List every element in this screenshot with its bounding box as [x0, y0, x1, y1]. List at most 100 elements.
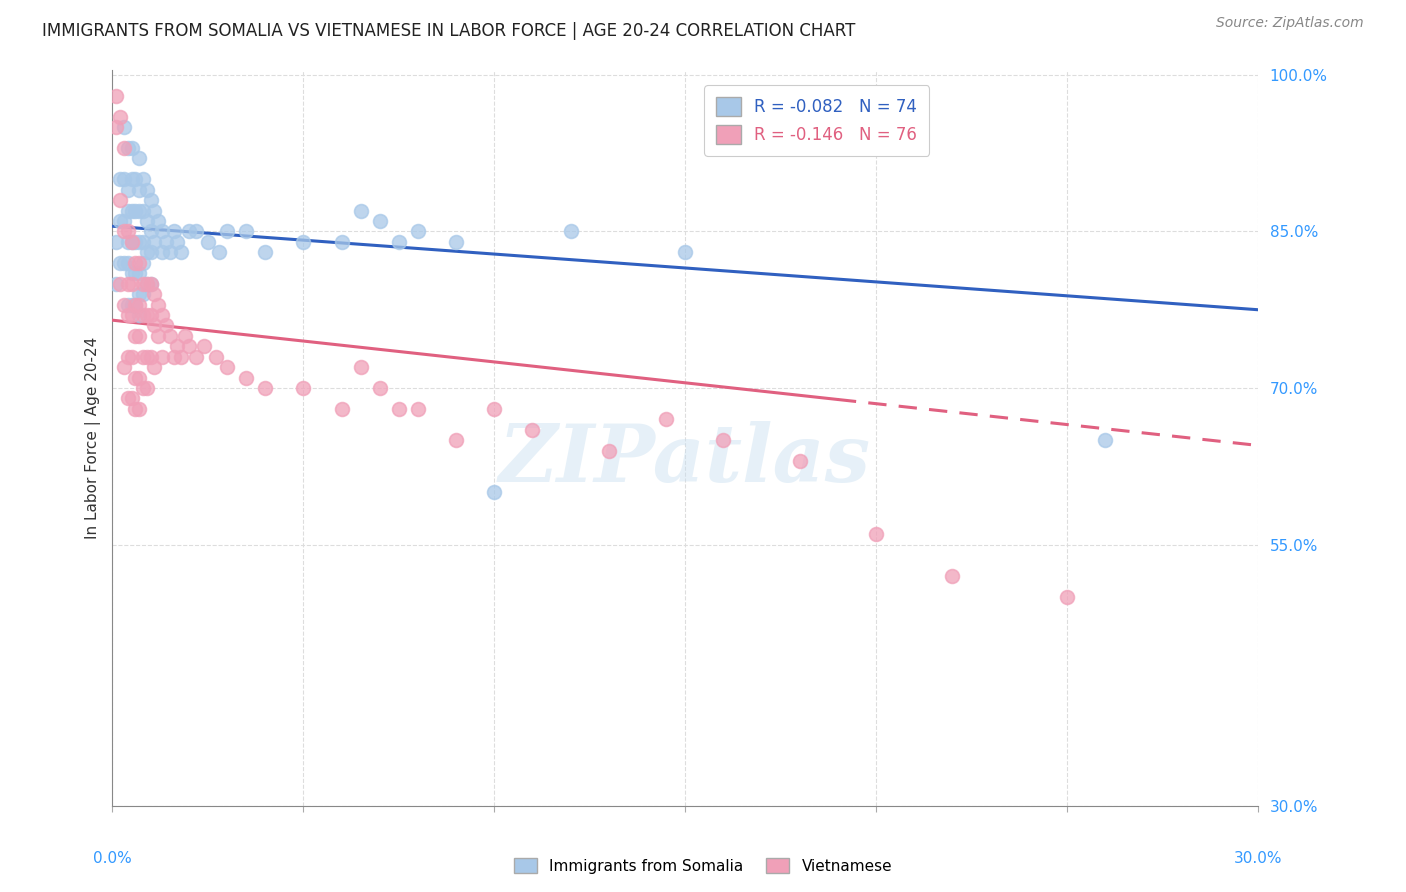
Point: [208, 245, 231, 260]
Point: [128, 370, 150, 384]
Point: [254, 245, 277, 260]
Point: [215, 360, 238, 375]
Point: [388, 235, 411, 249]
Point: [349, 203, 371, 218]
Point: [148, 214, 170, 228]
Point: [124, 328, 146, 343]
Point: [406, 224, 429, 238]
Point: [105, 235, 128, 249]
Point: [121, 297, 143, 311]
Point: [150, 245, 173, 260]
Point: [143, 203, 166, 218]
Point: [177, 339, 200, 353]
Point: [166, 235, 188, 249]
Point: [143, 318, 166, 333]
Text: 30.0%: 30.0%: [1233, 851, 1282, 865]
Point: [170, 245, 193, 260]
Point: [121, 203, 143, 218]
Point: [132, 172, 155, 186]
Point: [132, 308, 155, 322]
Point: [121, 141, 143, 155]
Point: [522, 423, 544, 437]
Point: [132, 381, 155, 395]
Point: [155, 318, 177, 333]
Point: [292, 235, 315, 249]
Point: [204, 350, 226, 364]
Point: [143, 360, 166, 375]
Point: [108, 277, 131, 291]
Point: [121, 350, 143, 364]
Point: [150, 308, 173, 322]
Y-axis label: In Labor Force | Age 20-24: In Labor Force | Age 20-24: [86, 336, 101, 539]
Point: [121, 266, 143, 280]
Point: [128, 297, 150, 311]
Point: [292, 381, 315, 395]
Point: [121, 308, 143, 322]
Point: [112, 360, 135, 375]
Text: IMMIGRANTS FROM SOMALIA VS VIETNAMESE IN LABOR FORCE | AGE 20-24 CORRELATION CHA: IMMIGRANTS FROM SOMALIA VS VIETNAMESE IN…: [42, 22, 856, 40]
Point: [150, 224, 173, 238]
Point: [135, 277, 157, 291]
Point: [124, 172, 146, 186]
Point: [112, 141, 135, 155]
Point: [135, 214, 157, 228]
Point: [406, 401, 429, 416]
Point: [132, 277, 155, 291]
Point: [941, 569, 963, 583]
Point: [193, 339, 215, 353]
Point: [139, 277, 162, 291]
Point: [124, 370, 146, 384]
Point: [117, 224, 139, 238]
Point: [132, 203, 155, 218]
Point: [148, 297, 170, 311]
Text: 0.0%: 0.0%: [93, 851, 132, 865]
Point: [254, 381, 277, 395]
Point: [143, 287, 166, 301]
Point: [124, 297, 146, 311]
Point: [117, 235, 139, 249]
Point: [112, 120, 135, 134]
Point: [388, 401, 411, 416]
Point: [215, 224, 238, 238]
Point: [112, 172, 135, 186]
Point: [117, 141, 139, 155]
Point: [124, 266, 146, 280]
Point: [186, 350, 208, 364]
Point: [121, 235, 143, 249]
Point: [235, 370, 257, 384]
Point: [1094, 434, 1116, 448]
Point: [108, 110, 131, 124]
Point: [112, 256, 135, 270]
Point: [117, 277, 139, 291]
Point: [186, 224, 208, 238]
Point: [128, 235, 150, 249]
Point: [177, 224, 200, 238]
Point: [655, 412, 678, 426]
Point: [112, 297, 135, 311]
Point: [128, 308, 150, 322]
Point: [143, 235, 166, 249]
Point: [330, 235, 353, 249]
Legend: Immigrants from Somalia, Vietnamese: Immigrants from Somalia, Vietnamese: [508, 852, 898, 880]
Point: [128, 401, 150, 416]
Point: [128, 183, 150, 197]
Point: [148, 328, 170, 343]
Point: [124, 401, 146, 416]
Point: [139, 350, 162, 364]
Point: [1056, 590, 1078, 604]
Point: [117, 203, 139, 218]
Point: [135, 381, 157, 395]
Point: [139, 308, 162, 322]
Point: [159, 245, 181, 260]
Text: ZIPatlas: ZIPatlas: [499, 421, 872, 499]
Text: Source: ZipAtlas.com: Source: ZipAtlas.com: [1216, 16, 1364, 30]
Point: [135, 183, 157, 197]
Point: [197, 235, 219, 249]
Point: [128, 203, 150, 218]
Point: [117, 297, 139, 311]
Point: [349, 360, 371, 375]
Point: [108, 256, 131, 270]
Point: [560, 224, 582, 238]
Point: [117, 308, 139, 322]
Point: [117, 256, 139, 270]
